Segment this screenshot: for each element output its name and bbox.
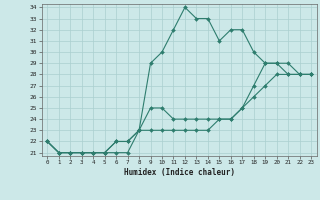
X-axis label: Humidex (Indice chaleur): Humidex (Indice chaleur) xyxy=(124,168,235,177)
